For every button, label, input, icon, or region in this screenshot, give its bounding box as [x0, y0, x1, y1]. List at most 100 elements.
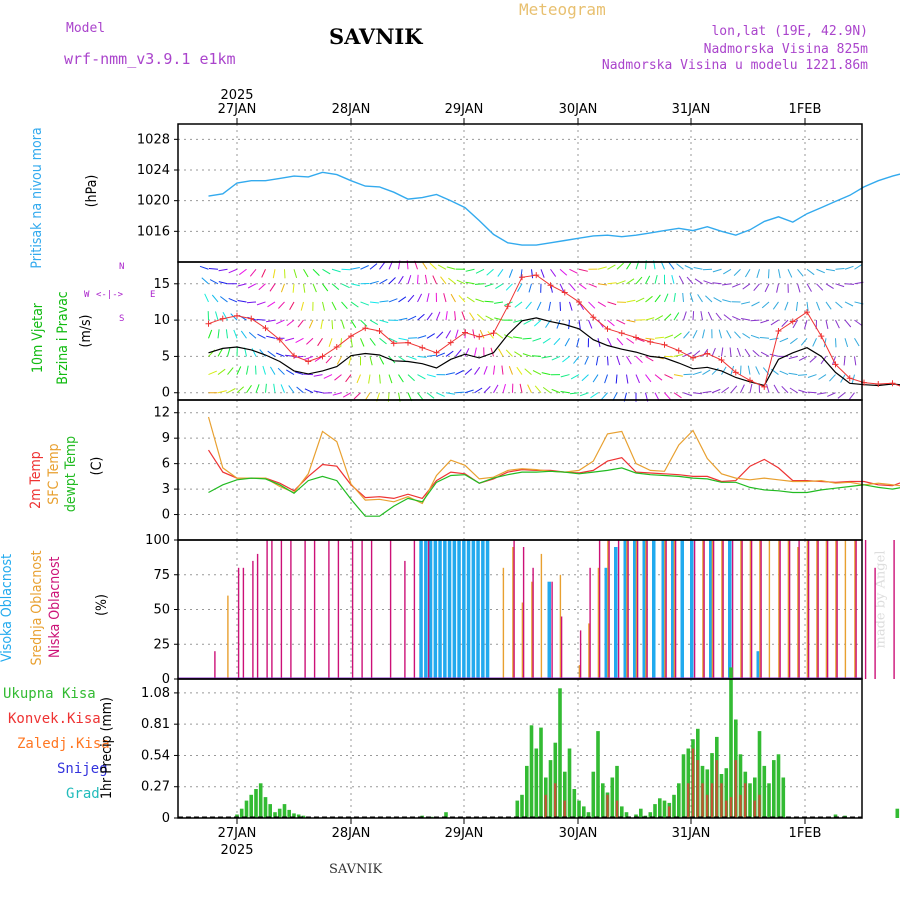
precip-total-bar [686, 748, 691, 818]
wind-barb [711, 388, 721, 394]
panel-frame [177, 261, 863, 401]
wind-barb [469, 312, 475, 321]
wind-barb [570, 374, 580, 380]
precip-total-bar [515, 800, 520, 818]
wind-barb [464, 368, 473, 375]
y-tick-label: 25 [153, 637, 170, 652]
cloud-low-bar [741, 540, 743, 679]
wind-barb [369, 319, 379, 326]
wind-barb [417, 392, 424, 401]
wind-barb [844, 301, 854, 307]
cloud-low-bar [266, 540, 268, 679]
wind-barb [588, 319, 593, 329]
precip-total-bar [601, 783, 605, 819]
wind-barb [278, 301, 285, 309]
wind-barb [559, 301, 561, 311]
x-tick-label-bottom: 1FEB [789, 826, 822, 841]
wind-barb [736, 347, 741, 357]
y-tick-label: 0.54 [141, 748, 170, 763]
wind-barb [262, 365, 266, 375]
wind-barb [741, 301, 751, 305]
wind-barb [540, 269, 545, 278]
wind-barb [723, 268, 732, 275]
compass-w: W [84, 290, 90, 300]
wind-barb [550, 268, 557, 277]
wind-barb [730, 365, 735, 375]
wind-barb [835, 338, 837, 348]
wind-gust-marker [262, 325, 269, 332]
wind-barb [827, 392, 836, 397]
compass-e: E [150, 290, 156, 300]
wind-gust-marker [704, 350, 711, 357]
y-tick-label: 15 [153, 277, 170, 292]
wind-barb [581, 374, 589, 382]
wind-gust-marker [732, 369, 739, 376]
wind-barb [522, 337, 532, 340]
cloud-low-bar [693, 540, 696, 679]
precip-conv-bar [744, 783, 747, 819]
precip-total-bar [572, 789, 577, 818]
wind-barb [601, 392, 608, 400]
precip-total-bar [258, 783, 263, 819]
wind-barb [520, 269, 523, 279]
wind-barb [825, 283, 834, 290]
wind-barb [455, 391, 465, 394]
wind-barb [626, 337, 635, 344]
wind-gust-marker [376, 328, 383, 334]
temp-sfc-line [207, 416, 900, 505]
cloud-low-bar [237, 567, 240, 679]
wind-barb [379, 374, 381, 384]
wind-gust-marker [832, 361, 839, 368]
wind-barb [345, 374, 352, 383]
wind-barb [528, 283, 532, 293]
wind-barb [369, 337, 376, 346]
wind-barb [806, 301, 809, 311]
wind-barb [541, 355, 551, 359]
wind-barb [350, 301, 359, 308]
cloud-high-bar [671, 540, 675, 679]
wind-barb [325, 356, 333, 364]
wind-barb [825, 301, 832, 310]
wind-barb [475, 298, 485, 303]
cloud-high-bar [419, 540, 423, 679]
wind-barb [497, 268, 504, 277]
cloud-low-bar [361, 540, 363, 679]
wind-barb [721, 347, 724, 357]
cloud-mid-bar [626, 540, 628, 679]
cloud-high-bar [457, 540, 461, 679]
wind-barb [303, 269, 309, 278]
y-tick-label: 100 [145, 533, 170, 548]
wind-barb [289, 301, 295, 311]
precip-total-bar [273, 812, 277, 818]
wind-barb [595, 356, 599, 366]
wind-barb [756, 269, 760, 279]
wind-barb [792, 319, 798, 329]
wind-barb [683, 331, 690, 339]
wind-barb [635, 356, 643, 364]
wind-barb [494, 317, 504, 321]
wind-barb [854, 319, 863, 326]
wind-gust-marker [633, 334, 639, 341]
wind-barb [516, 366, 523, 375]
precip-total-bar [781, 777, 786, 818]
wind-barb [211, 294, 219, 303]
wind-barb [276, 352, 285, 357]
wind-barb [693, 267, 703, 270]
wind-barb [635, 276, 643, 285]
wind-barb [578, 283, 587, 290]
wind-barb [750, 319, 760, 322]
wind-barb [551, 355, 561, 361]
precip-total-bar [558, 688, 562, 818]
precip-total-bar [729, 667, 733, 818]
cloud-mid-bar [540, 553, 543, 679]
cloud-high-bar [485, 540, 490, 679]
wind-barb [474, 366, 481, 375]
wind-barb [429, 262, 437, 270]
cloud-low-bar [413, 540, 416, 679]
wind-barb [417, 313, 425, 321]
wind-barb [788, 355, 798, 360]
wind-barb [322, 301, 325, 311]
x-year-top: 2025 [220, 88, 253, 103]
product-title: Meteogram [519, 0, 606, 19]
wind-barb [285, 337, 295, 342]
